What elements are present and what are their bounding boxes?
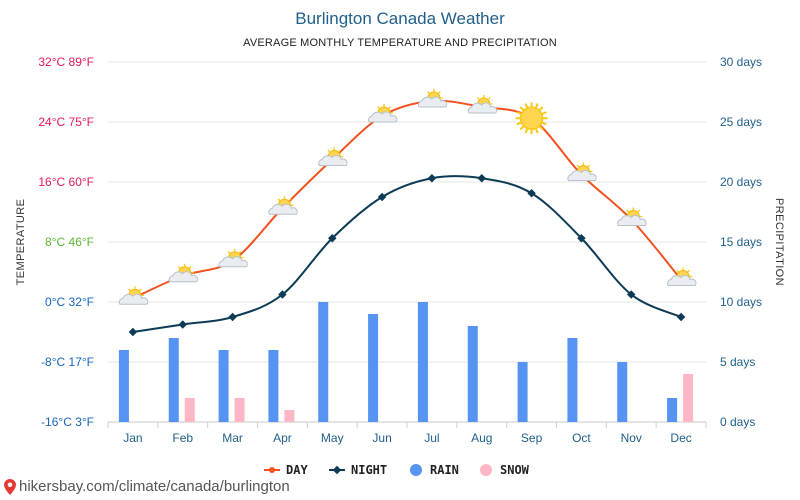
rain-legend-swatch xyxy=(410,464,422,476)
night-point xyxy=(328,234,337,243)
month-axis: Jan Feb Mar Apr May Jun Jul Aug Sep Oct Nov Dec xyxy=(123,431,692,445)
night-point xyxy=(128,327,138,337)
legend-label: SNOW xyxy=(500,463,530,477)
rain-bar xyxy=(567,338,578,422)
temperature-tick-label: 24°C 75°F xyxy=(38,115,94,129)
left-axis-title: TEMPERATURE xyxy=(15,199,27,286)
night-point xyxy=(477,174,486,183)
partly-cloudy-icon xyxy=(318,147,348,166)
partly-cloudy-icon xyxy=(617,207,647,226)
month-label: May xyxy=(321,431,344,445)
precipitation-tick-label: 0 days xyxy=(720,415,755,429)
precipitation-tick-label: 25 days xyxy=(720,115,762,129)
month-label: Dec xyxy=(670,431,691,445)
partly-cloudy-icon xyxy=(218,248,248,268)
rain-bar xyxy=(517,362,528,422)
rain-bar xyxy=(617,362,628,422)
rain-bar xyxy=(667,398,678,422)
precipitation-tick-label: 5 days xyxy=(720,355,755,369)
day-temperature-line xyxy=(132,99,682,300)
snow-legend-swatch xyxy=(480,464,492,476)
rain-bar xyxy=(368,314,379,422)
month-label: Feb xyxy=(172,431,193,445)
night-point xyxy=(427,174,437,183)
night-point xyxy=(627,290,636,299)
rain-bar xyxy=(218,350,229,422)
legend-label: RAIN xyxy=(430,463,459,477)
footer-link[interactable]: hikersbay.com/climate/canada/burlington xyxy=(19,478,290,495)
partly-cloudy-icon xyxy=(168,263,199,283)
night-point xyxy=(676,312,686,322)
sun-icon xyxy=(515,102,548,135)
legend-label: NIGHT xyxy=(351,463,387,477)
temperature-tick-label: 16°C 60°F xyxy=(38,175,94,189)
chart-title: Burlington Canada Weather xyxy=(295,9,505,28)
legend: DAY NIGHT RAIN SNOW xyxy=(264,463,530,477)
precipitation-tick-label: 10 days xyxy=(720,295,762,309)
legend-item-snow[interactable]: SNOW xyxy=(480,463,530,477)
temperature-tick-label: 32°C 89°F xyxy=(38,55,94,69)
rain-bar xyxy=(268,350,279,422)
night-point xyxy=(228,312,237,322)
legend-item-rain[interactable]: RAIN xyxy=(410,463,459,477)
partly-cloudy-icon xyxy=(368,104,398,123)
month-label: Sep xyxy=(521,431,543,445)
month-label: Apr xyxy=(273,431,292,445)
temperature-tick-label: -16°C 3°F xyxy=(41,415,94,429)
snow-bar xyxy=(284,410,295,422)
grid-lines xyxy=(107,61,707,428)
month-label: Nov xyxy=(621,431,642,445)
temperature-tick-label: 8°C 46°F xyxy=(45,235,94,249)
location-pin-icon xyxy=(4,478,16,495)
month-label: Oct xyxy=(572,431,591,445)
weather-icons xyxy=(118,89,697,305)
right-axis-title: PRECIPITATION xyxy=(773,198,785,286)
temperature-tick-label: 0°C 32°F xyxy=(45,295,94,309)
precipitation-tick-label: 30 days xyxy=(720,55,762,69)
rain-bar xyxy=(318,302,329,422)
partly-cloudy-icon xyxy=(118,286,149,305)
temperature-lines xyxy=(128,99,686,337)
partly-cloudy-icon xyxy=(268,196,298,215)
rain-bar xyxy=(168,338,179,422)
partly-cloudy-icon xyxy=(567,162,597,181)
legend-item-night[interactable]: NIGHT xyxy=(329,463,387,477)
rain-bar xyxy=(417,302,428,422)
partly-cloudy-icon xyxy=(467,95,498,114)
precipitation-bars xyxy=(118,302,694,422)
snow-bar xyxy=(184,398,195,422)
legend-item-day[interactable]: DAY xyxy=(264,463,308,477)
rain-bar xyxy=(467,326,478,422)
month-label: Jul xyxy=(424,431,439,445)
month-label: Jan xyxy=(123,431,142,445)
night-temperature-line xyxy=(132,175,682,333)
partly-cloudy-icon xyxy=(667,267,697,286)
snow-bar xyxy=(683,374,694,422)
month-label: Aug xyxy=(471,431,492,445)
legend-label: DAY xyxy=(286,463,308,477)
precipitation-tick-label: 20 days xyxy=(720,175,762,189)
snow-bar xyxy=(234,398,245,422)
footer: hikersbay.com/climate/canada/burlington xyxy=(4,478,290,495)
rain-bar xyxy=(118,350,129,422)
temperature-tick-label: -8°C 17°F xyxy=(41,355,94,369)
chart-subtitle: AVERAGE MONTHLY TEMPERATURE AND PRECIPIT… xyxy=(243,37,557,49)
month-label: Mar xyxy=(222,431,243,445)
partly-cloudy-icon xyxy=(417,89,448,108)
night-point xyxy=(278,290,287,299)
night-point xyxy=(377,192,387,202)
night-point xyxy=(178,320,187,329)
temperature-axis: 32°C 89°F 24°C 75°F 16°C 60°F 8°C 46°F 0°C 3… xyxy=(38,55,94,429)
precipitation-tick-label: 15 days xyxy=(720,235,762,249)
month-label: Jun xyxy=(372,431,391,445)
precipitation-axis: 30 days 25 days 20 days 15 days 10 days 5 day… xyxy=(720,55,762,429)
